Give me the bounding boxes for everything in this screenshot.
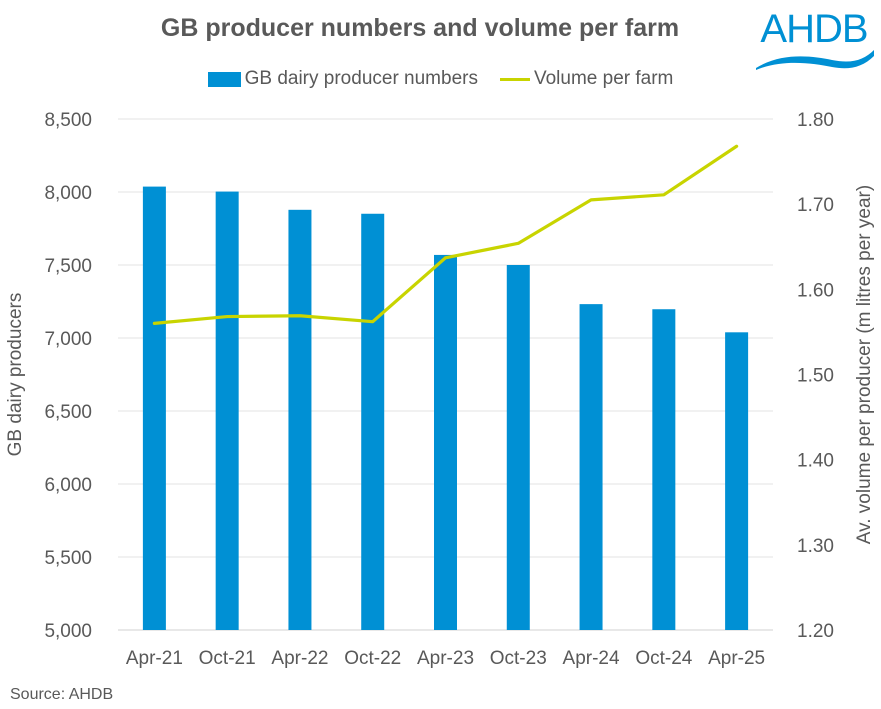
y-right-tick-label: 1.60 bbox=[797, 280, 834, 301]
y-tick-label: 5,500 bbox=[44, 548, 92, 569]
x-tick-label: Apr-23 bbox=[417, 648, 474, 669]
x-tick-label: Oct-21 bbox=[199, 648, 256, 669]
y-right-tick-label: 1.80 bbox=[797, 110, 834, 131]
y-right-tick-label: 1.50 bbox=[797, 366, 834, 387]
x-tick-label: Apr-21 bbox=[126, 648, 183, 669]
bar bbox=[434, 254, 457, 630]
svg-text:AHDB: AHDB bbox=[760, 7, 867, 51]
legend-swatch-line bbox=[499, 77, 530, 81]
y-right-tick-label: 1.70 bbox=[797, 195, 834, 216]
legend-swatch-bar bbox=[207, 71, 241, 87]
bar bbox=[652, 309, 676, 630]
y-right-tick-label: 1.40 bbox=[797, 451, 834, 472]
y-tick-label: 7,500 bbox=[44, 256, 92, 277]
legend-item-bars: GB dairy producer numbers bbox=[207, 68, 478, 90]
y-tick-label: 8,000 bbox=[44, 183, 92, 204]
x-tick-label: Apr-22 bbox=[271, 648, 328, 669]
legend-item-line: Volume per farm bbox=[499, 68, 674, 90]
y-tick-label: 5,000 bbox=[44, 621, 92, 642]
y-axis-label: GB dairy producers bbox=[5, 293, 26, 457]
y-right-tick-label: 1.20 bbox=[797, 621, 834, 642]
bar bbox=[288, 209, 312, 630]
bar bbox=[506, 265, 530, 630]
y-tick-label: 7,000 bbox=[44, 329, 92, 350]
bar bbox=[725, 332, 749, 630]
bar bbox=[361, 213, 385, 630]
x-tick-label: Apr-25 bbox=[708, 648, 765, 669]
y-tick-label: 6,000 bbox=[44, 475, 92, 496]
legend: GB dairy producer numbers Volume per far… bbox=[0, 68, 881, 90]
y-tick-label: 6,500 bbox=[44, 402, 92, 423]
legend-label: GB dairy producer numbers bbox=[244, 68, 478, 89]
y-right-tick-label: 1.30 bbox=[797, 536, 834, 557]
x-tick-label: Oct-23 bbox=[490, 648, 547, 669]
chart-title: GB producer numbers and volume per farm bbox=[160, 14, 680, 42]
bar bbox=[579, 304, 603, 630]
x-tick-label: Apr-24 bbox=[563, 648, 620, 669]
y-right-axis-label: Av. volume per producer (m litres per ye… bbox=[854, 185, 875, 544]
x-tick-label: Oct-22 bbox=[344, 648, 401, 669]
bar bbox=[215, 191, 239, 630]
ahdb-logo: AHDB bbox=[756, 7, 874, 70]
x-tick-label: Oct-24 bbox=[635, 648, 692, 669]
y-tick-label: 8,500 bbox=[44, 110, 92, 131]
bar bbox=[142, 186, 166, 630]
legend-label: Volume per farm bbox=[533, 68, 674, 89]
source-note: Source: AHDB bbox=[10, 686, 114, 703]
